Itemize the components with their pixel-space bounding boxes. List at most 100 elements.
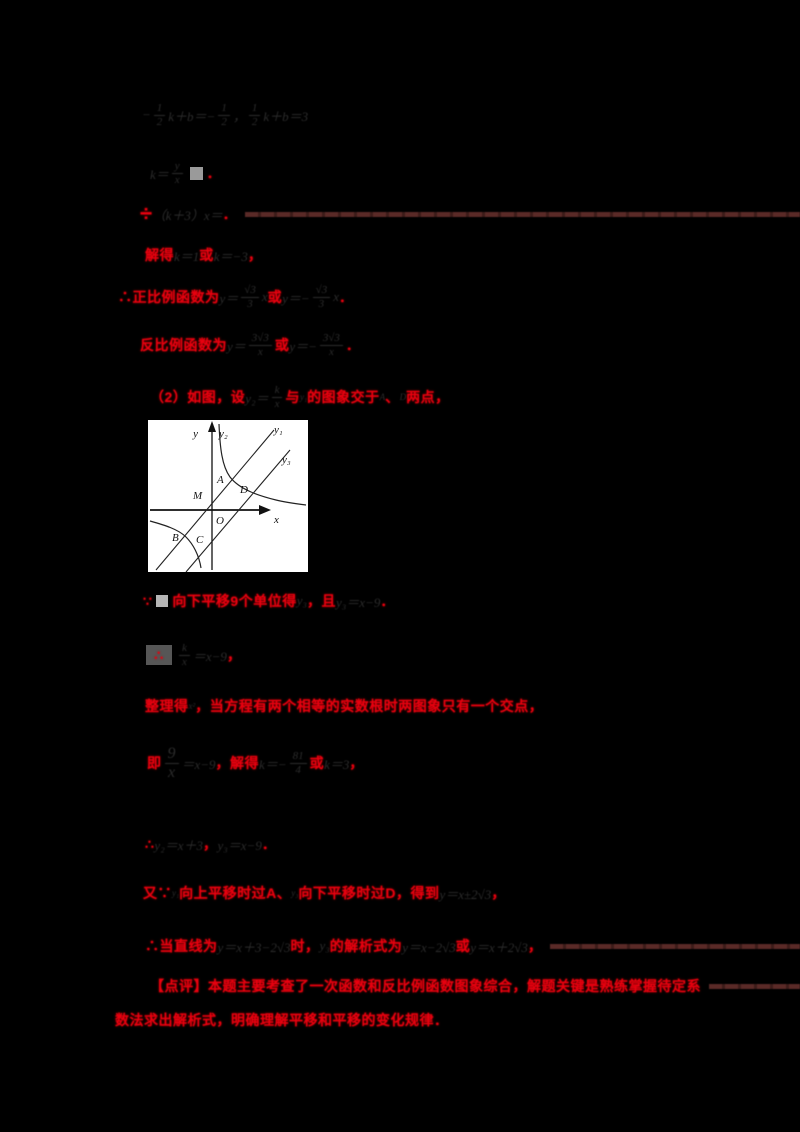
text-line: 解得 k＝1 或 k＝−3， [145, 242, 262, 268]
red-solution-text: 的图象交于 [307, 389, 380, 405]
red-solution-text: 反比例函数为 [140, 337, 227, 353]
label-y: y [192, 428, 198, 440]
red-solution-text: ． [222, 206, 238, 222]
red-solution-text: ． [345, 337, 361, 353]
text-line: 反比例函数为 y＝ 3√3 x 或 y＝− 3√3 x ． [140, 326, 360, 364]
text-line: 【点评】本题主要考查了一次函数和反比例函数图象综合，解题关键是熟练掌握待定系 [150, 972, 800, 1000]
red-solution-text: 即 [147, 755, 162, 771]
red-solution-text: ∴ [145, 835, 155, 852]
red-solution-text: 或 [199, 247, 214, 263]
label-B: B [172, 532, 179, 544]
faint-math-text: y＝− [289, 338, 317, 354]
faint-math-text: D [399, 392, 407, 402]
faint-math-text: k＝−3 [213, 248, 248, 264]
label-D: D [239, 484, 248, 496]
red-solution-text: ． [338, 289, 354, 305]
underline-rule [245, 211, 800, 217]
label-C: C [196, 534, 204, 546]
text-line: −1 2 k＋b＝− 1 2， 1 2 k＋b＝3 [142, 96, 308, 134]
fraction-expression: √3 3 [241, 284, 259, 310]
faint-math-text: k＝1 [174, 248, 200, 264]
red-solution-text: ， [202, 836, 218, 852]
red-solution-text: 时， [290, 938, 320, 954]
faint-math-text: y＝x−2√3 [402, 939, 456, 955]
highlight-box: ∴ [146, 645, 172, 665]
red-solution-text: ， [247, 247, 263, 263]
x-axis-arrow-icon [259, 505, 271, 515]
red-solution-text: ， [349, 755, 364, 771]
red-solution-text: 数法求出解析式，明确理解平移和平移的变化规律． [115, 1012, 449, 1028]
label-x: x [273, 514, 279, 526]
faint-math-text: x² [188, 701, 196, 711]
hyperbola-branch-q1 [218, 423, 307, 506]
faint-math-text: k＝ [150, 166, 169, 182]
text-line: 又∵ y₁ 向上平移时过A、 y₃ 向下平移时过D，得到 y＝x±2√3， [143, 878, 506, 908]
red-solution-text: ． [261, 836, 277, 852]
highlight-box [189, 166, 203, 180]
faint-math-text: ＝x−9 [181, 756, 216, 772]
faint-math-text: k＋b＝− [168, 108, 216, 124]
faint-math-text: x [333, 289, 339, 304]
text-line: k＝ y x ． [150, 156, 221, 190]
faint-math-text: y₂＝x＋3 [154, 837, 203, 853]
red-solution-text: ∴当直线为 [145, 938, 218, 954]
red-solution-text: 、 [385, 389, 400, 405]
red-solution-text: ∴正比例函数为 [118, 289, 220, 305]
red-solution-text: 或 [267, 289, 283, 305]
red-solution-text: 的解析式为 [329, 938, 403, 954]
text-line: ÷ （k＋3）x＝． [140, 198, 800, 230]
faint-math-text: ＝x−9 [192, 648, 227, 664]
faint-math-text: y₃ [291, 888, 299, 898]
red-solution-text: ， [226, 647, 242, 663]
faint-math-text: y₃ [319, 938, 330, 953]
label-O: O [216, 515, 224, 527]
red-solution-text: ， [491, 885, 506, 901]
faint-math-text: − [142, 107, 151, 122]
fraction-expression: 3√3 x [319, 332, 343, 358]
line-y1 [155, 429, 275, 571]
red-solution-text: 【点评】本题主要考查了一次函数和反比例函数图象综合，解题关键是熟练掌握待定系 [150, 978, 701, 994]
fraction-expression: √3 3 [312, 284, 331, 310]
red-solution-text: 或 [309, 755, 325, 771]
fraction-expression: 81 4 [289, 750, 307, 776]
faint-math-text: ， [232, 108, 246, 124]
faint-math-text: y＝ [219, 290, 239, 306]
underline-rule [709, 983, 800, 989]
faint-math-text: y₃ [296, 593, 308, 608]
label-y3: y₃ [281, 454, 291, 466]
underline-rule [550, 943, 800, 949]
faint-math-text: A [379, 392, 386, 402]
red-solution-text: 向下平移9个单位得 [172, 593, 297, 609]
red-solution-text: 解得 [145, 247, 174, 263]
red-solution-text: ÷ [140, 201, 153, 226]
red-solution-text: 向下平移时过D，得到 [298, 885, 440, 901]
figure-background [148, 420, 308, 572]
text-line: ∴正比例函数为 y＝ √3 3 x 或 y＝− √3 3 x ． [118, 280, 353, 314]
hyperbola-branch-q3 [149, 520, 202, 569]
faint-math-text: （k＋3）x＝ [152, 207, 223, 223]
red-solution-text: ∵ [143, 592, 153, 609]
faint-math-text: y＝x±2√3 [439, 886, 492, 902]
label-y2: y₂ [218, 428, 228, 440]
red-solution-text: ，且 [307, 593, 337, 609]
red-solution-text: 整理得 [145, 698, 189, 714]
line-y3 [185, 449, 291, 572]
red-solution-text: 或 [455, 938, 471, 954]
text-line: ∴ y₂＝x＋3， y₃＝x−9 ． [145, 826, 276, 862]
text-line: 数法求出解析式，明确理解平移和平移的变化规律． [115, 1006, 449, 1034]
text-line: （2）如图，设 y₂＝ k x 与 y₁ 的图象交于 A、 D 两点， [150, 382, 450, 412]
text-line: 整理得 x² ，当方程有两个相等的实数根时两图象只有一个交点， [145, 694, 543, 718]
faint-math-text: y₁ [299, 392, 308, 402]
faint-math-text: x [261, 289, 268, 304]
text-line: ∵ 向下平移9个单位得 y₃ ，且 y₃＝x−9 ． [143, 586, 395, 616]
red-solution-text: ． [206, 165, 222, 181]
text-line: ∴当直线为 y＝x＋3−2√3 时， y₃ 的解析式为 y＝x−2√3 或 y＝x＋2√3， [145, 930, 800, 962]
red-solution-text: 向上平移时过A、 [179, 885, 292, 901]
red-solution-text: 两点， [406, 389, 450, 405]
